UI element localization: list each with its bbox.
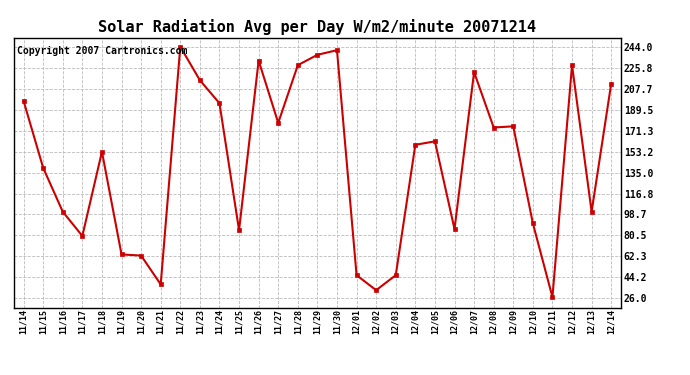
Text: Copyright 2007 Cartronics.com: Copyright 2007 Cartronics.com (17, 46, 187, 56)
Title: Solar Radiation Avg per Day W/m2/minute 20071214: Solar Radiation Avg per Day W/m2/minute … (99, 19, 536, 35)
